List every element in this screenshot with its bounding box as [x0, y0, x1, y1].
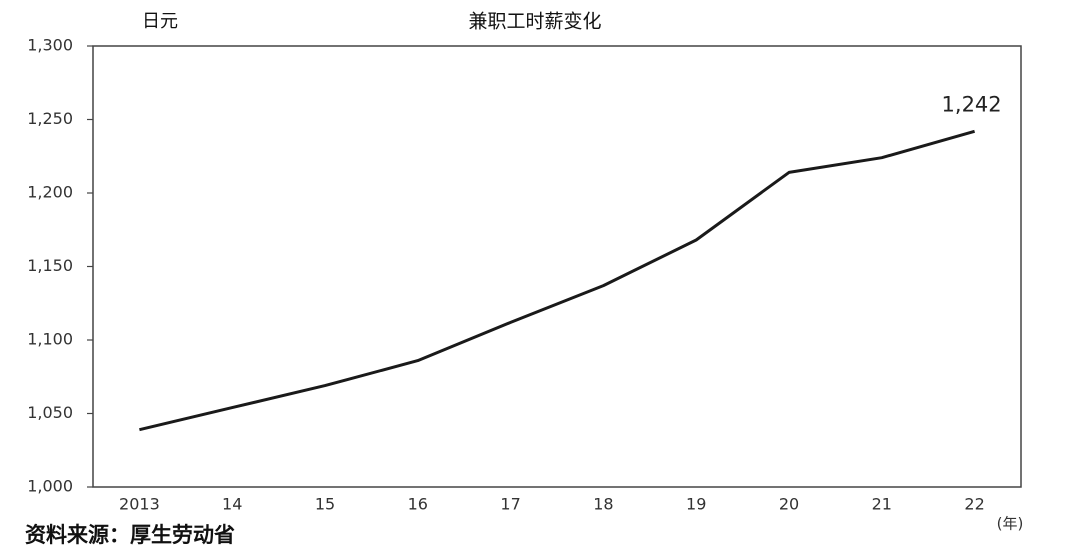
x-tick-label: 17 [500, 495, 520, 514]
y-tick-label: 1,150 [27, 256, 73, 275]
x-tick-label: 15 [315, 495, 335, 514]
y-tick-label: 1,100 [27, 330, 73, 349]
y-tick-label: 1,200 [27, 183, 73, 202]
y-tick-label: 1,250 [27, 109, 73, 128]
source: 资料来源：厚生劳动省 [25, 523, 235, 547]
x-tick-label: 16 [408, 495, 428, 514]
x-tick-label: 2013 [119, 495, 160, 514]
x-tick-label: 18 [593, 495, 613, 514]
x-tick-label: 14 [222, 495, 242, 514]
x-tick-label: 21 [872, 495, 892, 514]
y-tick-label: 1,000 [27, 477, 73, 496]
y-tick-label: 1,050 [27, 403, 73, 422]
data-label: 1,242 [942, 92, 1002, 116]
x-tick-label: 19 [686, 495, 706, 514]
x-tick-label: 22 [964, 495, 984, 514]
x-unit: (年) [997, 515, 1024, 533]
x-tick-label: 20 [779, 495, 799, 514]
y-tick-label: 1,300 [27, 36, 73, 55]
y-unit: 日元 [142, 11, 178, 32]
line [139, 129, 976, 432]
chart-title: 兼职工时薪变化 [468, 11, 601, 33]
